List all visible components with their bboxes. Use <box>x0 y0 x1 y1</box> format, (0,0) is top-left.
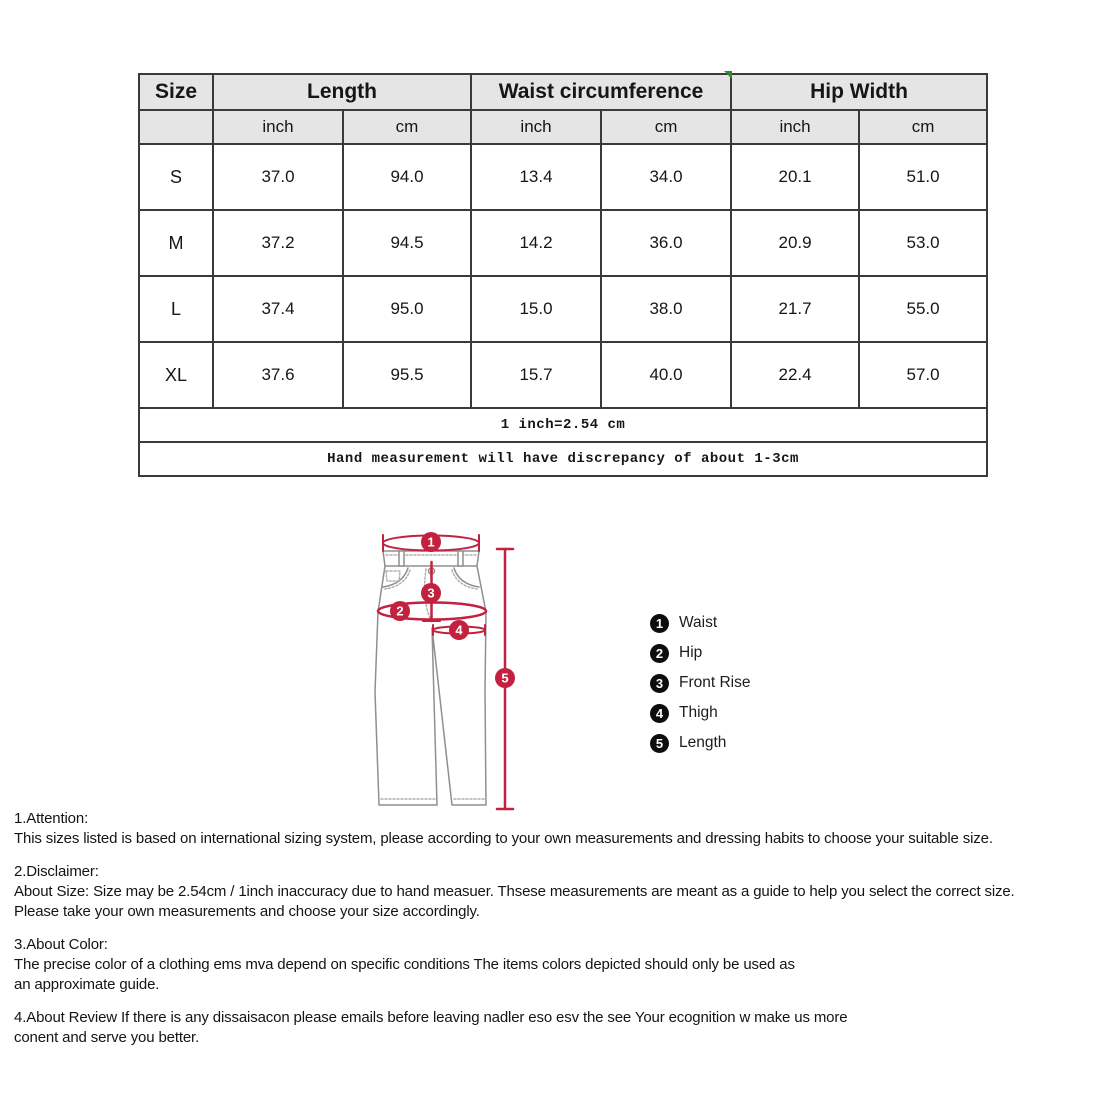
legend-label: Waist <box>679 614 718 631</box>
size-label: XL <box>138 341 214 409</box>
cell-value: 21.7 <box>730 275 861 343</box>
measurement-annotations <box>376 534 515 811</box>
conversion-note: 1 inch=2.54 cm <box>137 407 989 443</box>
subheader-unit: inch <box>212 109 344 145</box>
bottom-notes: 1.Attention: This sizes listed is based … <box>14 809 1092 1061</box>
cell-value: 37.0 <box>212 143 344 211</box>
badge-1: 1 <box>427 535 434 550</box>
size-label: L <box>138 275 214 343</box>
table-row-xl: XL 37.6 95.5 15.7 40.0 22.4 57.0 <box>138 341 989 409</box>
cell-value: 95.0 <box>341 275 473 343</box>
legend-number-icon: 1 <box>650 613 669 633</box>
table-row-l: L 37.4 95.0 15.0 38.0 21.7 55.0 <box>138 275 989 343</box>
section-body: About Size: Size may be 2.54cm / 1inch i… <box>14 883 1015 920</box>
table-note-row: Hand measurement will have discrepancy o… <box>137 441 989 477</box>
measure-badges: 1 2 3 4 5 <box>390 532 515 688</box>
section-heading: 3.About Color: <box>14 936 108 953</box>
cell-value: 94.0 <box>341 143 473 211</box>
size-label: M <box>138 209 214 277</box>
cell-value: 20.9 <box>730 209 861 277</box>
legend-item-waist: 1 Waist <box>650 608 751 638</box>
section-attention: 1.Attention: This sizes listed is based … <box>14 809 1092 849</box>
cell-value: 37.2 <box>212 209 344 277</box>
cell-value: 13.4 <box>470 143 603 211</box>
table-row-s: S 37.0 94.0 13.4 34.0 20.1 51.0 <box>138 143 989 211</box>
legend-label: Front Rise <box>679 674 751 691</box>
measurement-legend: 1 Waist 2 Hip 3 Front Rise 4 Thigh 5 Len… <box>650 608 751 758</box>
cell-value: 94.5 <box>341 209 473 277</box>
legend-item-thigh: 4 Thigh <box>650 698 751 728</box>
section-body: 4.About Review If there is any dissaisac… <box>14 1009 848 1046</box>
cell-value: 38.0 <box>600 275 733 343</box>
legend-item-length: 5 Length <box>650 728 751 758</box>
legend-number-icon: 2 <box>650 643 669 663</box>
cell-value: 34.0 <box>600 143 733 211</box>
subheader-unit: cm <box>341 109 473 145</box>
legend-number-icon: 4 <box>650 703 669 723</box>
cell-value: 36.0 <box>600 209 733 277</box>
legend-item-hip: 2 Hip <box>650 638 751 668</box>
pants-diagram-svg: 1 2 3 4 5 <box>374 532 515 811</box>
section-about-color: 3.About Color: The precise color of a cl… <box>14 935 1092 995</box>
subheader-unit: inch <box>470 109 603 145</box>
section-about-review: 4.About Review If there is any dissaisac… <box>14 1008 1092 1048</box>
pants-measurement-diagram: 1 2 3 4 5 <box>352 522 532 822</box>
subheader-unit: cm <box>858 109 989 145</box>
subheader-blank <box>138 109 214 145</box>
size-chart-table: Size Length Waist circumference Hip Widt… <box>137 73 989 477</box>
cell-value: 15.7 <box>470 341 603 409</box>
cell-value: 57.0 <box>858 341 989 409</box>
badge-3: 3 <box>427 586 434 601</box>
legend-number-icon: 3 <box>650 673 669 693</box>
column-header-size: Size <box>138 73 214 111</box>
badge-5: 5 <box>501 671 508 686</box>
legend-label: Length <box>679 734 727 751</box>
cell-value: 37.4 <box>212 275 344 343</box>
cell-value: 53.0 <box>858 209 989 277</box>
cell-value: 15.0 <box>470 275 603 343</box>
section-heading: 1.Attention: <box>14 810 89 827</box>
column-header-hip: Hip Width <box>730 73 989 111</box>
table-row-m: M 37.2 94.5 14.2 36.0 20.9 53.0 <box>138 209 989 277</box>
cell-value: 22.4 <box>730 341 861 409</box>
section-body: The precise color of a clothing ems mva … <box>14 956 795 993</box>
cell-corner-marker-icon <box>724 71 732 79</box>
section-disclaimer: 2.Disclaimer: About Size: Size may be 2.… <box>14 862 1092 922</box>
subheader-unit: inch <box>730 109 861 145</box>
legend-label: Thigh <box>679 704 718 721</box>
subheader-unit: cm <box>600 109 733 145</box>
column-header-waist: Waist circumference <box>470 73 733 111</box>
size-label: S <box>138 143 214 211</box>
table-note-row: 1 inch=2.54 cm <box>137 407 989 443</box>
section-body: This sizes listed is based on internatio… <box>14 830 993 847</box>
cell-value: 40.0 <box>600 341 733 409</box>
legend-number-icon: 5 <box>650 733 669 753</box>
legend-item-front-rise: 3 Front Rise <box>650 668 751 698</box>
cell-value: 55.0 <box>858 275 989 343</box>
cell-value: 14.2 <box>470 209 603 277</box>
section-heading: 2.Disclaimer: <box>14 863 99 880</box>
column-header-length: Length <box>211 73 473 111</box>
cell-value: 51.0 <box>858 143 989 211</box>
measurement-discrepancy-note: Hand measurement will have discrepancy o… <box>137 441 989 477</box>
badge-2: 2 <box>396 604 403 619</box>
legend-label: Hip <box>679 644 703 661</box>
cell-value: 37.6 <box>212 341 344 409</box>
cell-value: 20.1 <box>730 143 861 211</box>
cell-value: 95.5 <box>341 341 473 409</box>
badge-4: 4 <box>455 623 463 638</box>
pants-outline-icon <box>374 550 487 806</box>
